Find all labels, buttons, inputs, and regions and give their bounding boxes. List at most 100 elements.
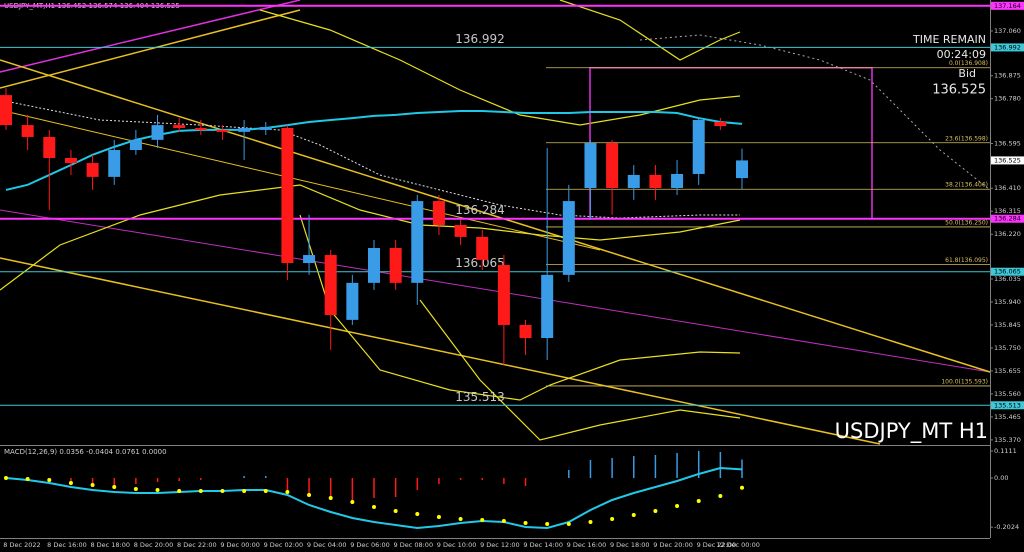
candle-body [627,174,640,189]
y-tick-label: 136.220 [994,230,1021,238]
y-tick-label: 135.940 [994,298,1021,306]
y-tick-label: 136.410 [994,184,1021,192]
macd-signal [68,480,73,485]
y-tick-label: 136.595 [994,139,1021,147]
cloud-line [639,34,991,191]
candle-body [432,201,445,226]
price-line-label: 136.992 [455,32,505,46]
fib-label: 38.2(136.406) [945,182,988,189]
macd-signal [47,477,52,482]
macd-signal [4,475,8,480]
y-tick-label: 135.370 [994,436,1021,444]
macd-signal [350,500,355,505]
macd-signal [718,494,723,499]
x-tick-label: 9 Dec 20:00 [653,541,693,549]
price-marker-label: 136.992 [994,43,1021,51]
candle-body [151,125,164,140]
candle-body [259,127,272,130]
x-tick-label: 9 Dec 14:00 [523,541,563,549]
candle-body [584,142,597,189]
candle-body [606,142,619,189]
macd-signal [566,522,571,527]
candle-body [324,255,337,316]
trendline [0,0,301,73]
y-tick-label: 137.060 [994,27,1021,35]
band-line [559,0,741,61]
macd-main [5,466,743,530]
macd-label: MACD(12,26,9) 0.0356 -0.0404 0.0761 0.00… [4,448,167,456]
price-line-label: 136.284 [455,203,505,217]
price-marker-label: 136.065 [994,268,1021,276]
macd-signal [588,520,593,525]
symbol-label: USDJPY_MT H1 [835,419,988,444]
candle-body [108,150,121,177]
candle-body [389,248,402,283]
macd-signal [415,512,420,517]
macd-signal [631,512,636,517]
candle-body [64,158,77,164]
x-tick-label: 9 Dec 18:00 [610,541,650,549]
x-tick-label: 9 Dec 02:00 [264,541,304,549]
macd-signal [523,521,528,526]
band-line [419,299,741,441]
fib-label: 100.0(135.593) [941,378,988,385]
candle-body [194,127,207,130]
price-marker [991,267,1024,276]
band-line [259,9,741,126]
candle-body [649,174,662,189]
x-tick-label: 9 Dec 12:00 [480,541,520,549]
x-tick-label: 9 Dec 06:00 [350,541,390,549]
x-tick-label: 9 Dec 04:00 [307,541,347,549]
macd-signal [696,499,701,504]
macd-signal [372,505,376,510]
y-tick-label: 135.655 [994,367,1021,375]
candle-body [692,120,705,174]
candle-body [411,201,424,283]
time-remain-label: TIME REMAIN [912,33,986,46]
candle-body [86,163,99,177]
macd-signal [393,509,398,514]
fib-label: 50.0(136.250) [945,219,988,226]
x-tick-label: 9 Dec 16:00 [567,541,607,549]
macd-signal [242,489,247,494]
macd-signal [198,489,203,494]
macd-signal [501,519,506,524]
band-line [0,184,741,291]
price-marker [991,1,1024,10]
x-tick-label: 9 Dec 08:00 [394,541,434,549]
macd-signal [90,482,95,487]
candle-body [476,236,489,260]
price-marker-label: 137.164 [994,2,1021,10]
x-tick-label: 9 Dec 10:00 [437,541,477,549]
x-tick-label: 8 Dec 20:00 [134,541,174,549]
macd-y-tick-label: -0.2024 [994,523,1019,531]
candle-body [562,201,575,275]
macd-signal [740,485,744,490]
x-tick-label: 9 Dec 00:00 [220,541,260,549]
candle-body [714,121,727,127]
price-marker [991,43,1024,52]
y-tick-label: 135.845 [994,321,1021,329]
bid-marker-label: 136.525 [994,156,1021,164]
candle-body [736,160,748,179]
macd-y-tick-label: 0.00 [994,474,1008,482]
macd-signal [155,487,160,492]
y-tick-label: 136.035 [994,275,1021,283]
price-marker-label: 136.284 [994,215,1021,223]
x-tick-label: 8 Dec 18:00 [90,541,130,549]
macd-signal [112,484,117,489]
x-tick-label: 8 Dec 16:00 [47,541,87,549]
time-remain: 00:24:09 [937,48,986,61]
y-tick-label: 135.560 [994,390,1021,398]
fib-label: 61.8(136.095) [945,257,988,264]
macd-signal [653,509,658,514]
candle-body [541,274,554,339]
trendline [0,209,991,373]
x-tick-label: 12 Dec 00:00 [716,541,760,549]
price-line-label: 135.513 [455,390,505,404]
bid: 136.525 [932,83,986,98]
macd-signal [436,515,441,520]
price-line-label: 136.065 [455,256,505,270]
